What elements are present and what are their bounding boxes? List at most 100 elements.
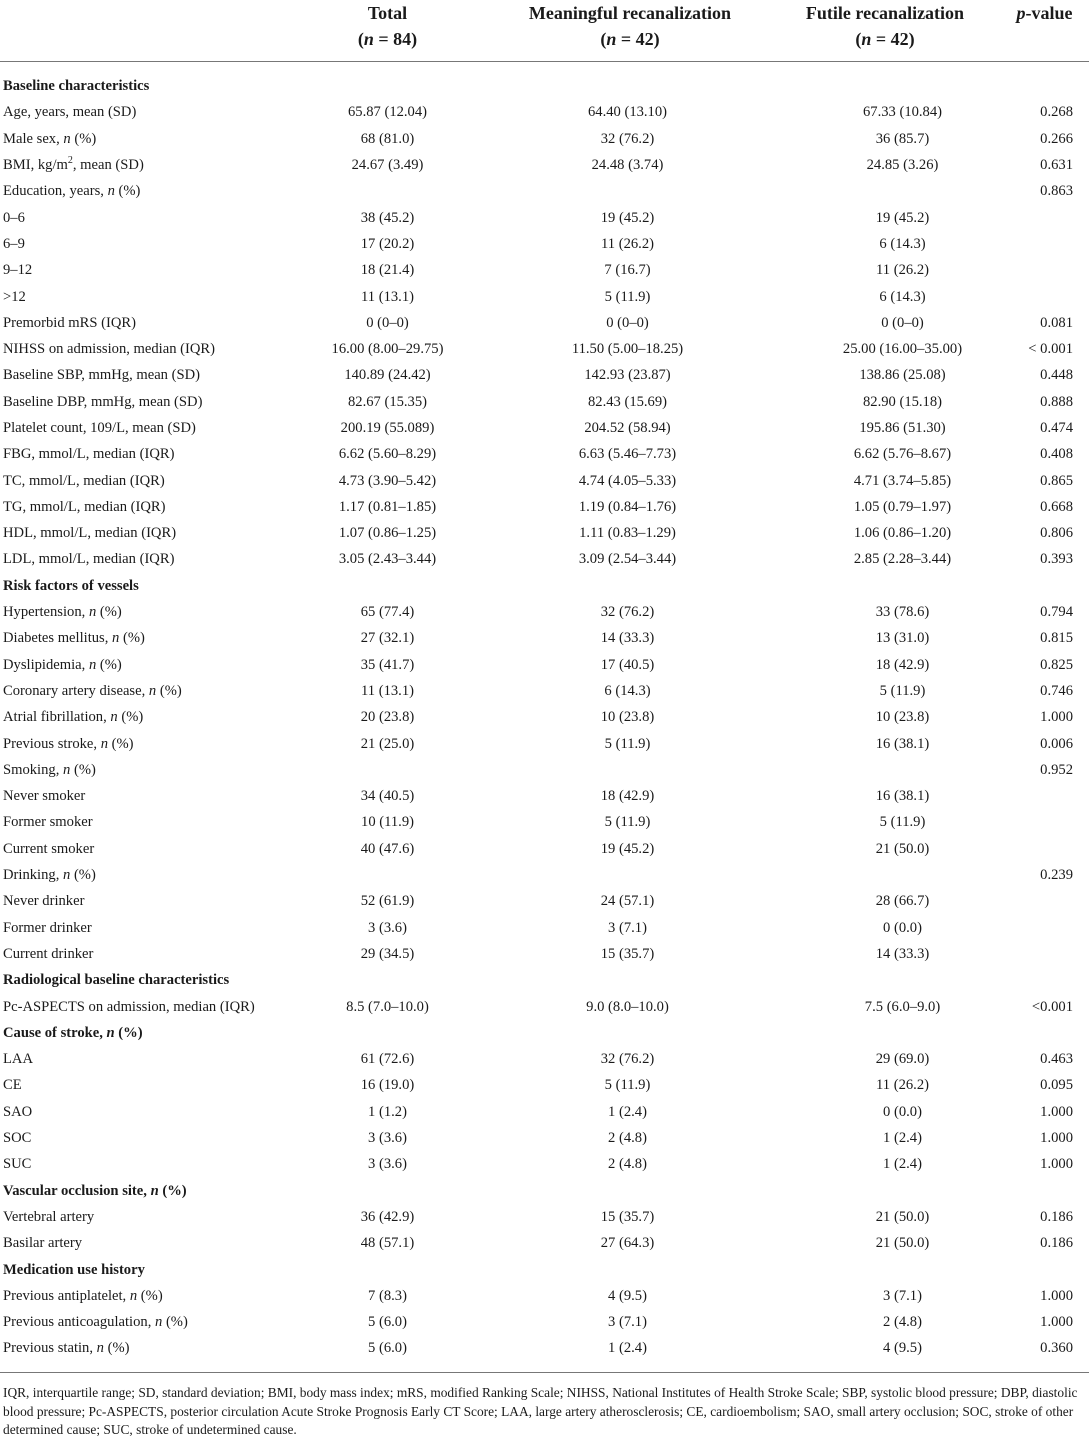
cell-meaningful: 64.40 (13.10) — [587, 104, 668, 121]
cell-meaningful: 2 (4.8) — [608, 1156, 647, 1173]
cell-futile: 0 (0–0) — [881, 314, 924, 331]
cell-meaningful: 4.74 (4.05–5.33) — [578, 472, 677, 489]
cell-meaningful: 15 (35.7) — [600, 945, 655, 962]
cell-meaningful: 2 (4.8) — [608, 1130, 647, 1147]
bottom-rule — [0, 1372, 1089, 1373]
cell-total: 4.73 (3.90–5.42) — [338, 472, 437, 489]
cell-meaningful: 1 (2.4) — [608, 1340, 647, 1357]
row-label: Pc-ASPECTS on admission, median (IQR) — [3, 998, 255, 1015]
row-label: Previous antiplatelet, n (%) — [3, 1287, 163, 1304]
cell-futile — [780, 73, 1025, 99]
cell-meaningful: 5 (11.9) — [604, 1077, 651, 1094]
cell-meaningful — [475, 1020, 780, 1046]
cell-total: 0 (0–0) — [366, 314, 409, 331]
cell-total: 18 (21.4) — [360, 262, 415, 279]
cell-total: 3.05 (2.43–3.44) — [338, 551, 437, 568]
cell-p-value: 0.806 — [1040, 525, 1073, 542]
cell-futile: 36 (85.7) — [875, 130, 930, 147]
cell-p-value: < 0.001 — [1028, 341, 1073, 358]
table-row: TG, mmol/L, median (IQR) 1.17 (0.81–1.85)… — [0, 494, 1089, 520]
cell-p-value — [1025, 967, 1089, 993]
table-row: SUC 3 (3.6) 2 (4.8) 1 (2.4) 1.000 — [0, 1151, 1089, 1177]
table-row: Education, years, n (%) 0.863 — [0, 178, 1089, 204]
cell-futile: 0 (0.0) — [883, 919, 922, 936]
cell-p-value: 0.393 — [1040, 551, 1073, 568]
table-row: Previous anticoagulation, n (%) 5 (6.0) 3 … — [0, 1309, 1089, 1335]
cell-meaningful: 6 (14.3) — [604, 682, 651, 699]
cell-p-value — [1025, 888, 1089, 914]
table-row: Baseline DBP, mmHg, mean (SD) 82.67 (15.3… — [0, 389, 1089, 415]
cell-total: 8.5 (7.0–10.0) — [346, 998, 429, 1015]
table-row: Former smoker 10 (11.9) 5 (11.9) 5 (11.9) — [0, 809, 1089, 835]
cell-p-value: 0.266 — [1040, 130, 1073, 147]
cell-total: 5 (6.0) — [368, 1340, 407, 1357]
column-header-meaningful: Meaningful recanalization (n = 42) — [480, 0, 780, 52]
table-row: Drinking, n (%) 0.239 — [0, 862, 1089, 888]
cell-total — [300, 1177, 475, 1203]
cell-p-value: 0.095 — [1040, 1077, 1073, 1094]
cell-total: 10 (11.9) — [361, 814, 414, 831]
table-row: CE 16 (19.0) 5 (11.9) 11 (26.2) 0.095 — [0, 1072, 1089, 1098]
row-label: TC, mmol/L, median (IQR) — [3, 472, 165, 489]
row-label: Previous statin, n (%) — [3, 1340, 130, 1357]
row-label: Medication use history — [3, 1261, 145, 1278]
cell-futile: 1.05 (0.79–1.97) — [853, 498, 952, 515]
row-label: Hypertension, n (%) — [3, 604, 122, 621]
table-row: Current smoker 40 (47.6) 19 (45.2) 21 (50.0… — [0, 836, 1089, 862]
section-row: Cause of stroke, n (%) — [0, 1020, 1089, 1046]
cell-p-value: 0.746 — [1040, 682, 1073, 699]
cell-meaningful: 11 (26.2) — [601, 235, 654, 252]
cell-total — [300, 1256, 475, 1282]
cell-futile — [780, 862, 1025, 888]
table-row: Coronary artery disease, n (%) 11 (13.1) 6… — [0, 678, 1089, 704]
table-header: Total (n = 84) Meaningful recanalization… — [0, 0, 1089, 66]
table-row: Former drinker 3 (3.6) 3 (7.1) 0 (0.0) — [0, 915, 1089, 941]
row-label: Current smoker — [3, 840, 95, 857]
cell-p-value: 0.631 — [1040, 157, 1073, 174]
cell-meaningful: 1.19 (0.84–1.76) — [578, 498, 677, 515]
column-n: (n = 42) — [600, 29, 660, 49]
cell-total: 40 (47.6) — [360, 840, 415, 857]
cell-total: 34 (40.5) — [360, 788, 415, 805]
table-row: BMI, kg/m2, mean (SD) 24.67 (3.49) 24.48 (… — [0, 152, 1089, 178]
cell-total: 5 (6.0) — [368, 1314, 407, 1331]
cell-p-value: 1.000 — [1040, 1314, 1073, 1331]
table-footnote: IQR, interquartile range; SD, standard d… — [3, 1385, 1078, 1437]
cell-p-value — [1025, 1020, 1089, 1046]
cell-p-value — [1025, 809, 1089, 835]
column-header-total: Total (n = 84) — [300, 0, 475, 52]
table-row: >12 11 (13.1) 5 (11.9) 6 (14.3) — [0, 283, 1089, 309]
table-row: Atrial fibrillation, n (%) 20 (23.8) 10 (2… — [0, 704, 1089, 730]
cell-p-value: 1.000 — [1040, 709, 1073, 726]
cell-meaningful: 1 (2.4) — [608, 1103, 647, 1120]
row-label: Premorbid mRS (IQR) — [3, 314, 136, 331]
row-label: 0–6 — [3, 209, 25, 226]
data-table: Baseline characteristics Age, years, mean… — [0, 73, 1089, 1362]
row-label: 9–12 — [3, 262, 33, 279]
cell-p-value: 0.360 — [1040, 1340, 1073, 1357]
cell-futile: 11 (26.2) — [876, 1077, 929, 1094]
table-row: 0–6 38 (45.2) 19 (45.2) 19 (45.2) — [0, 204, 1089, 230]
cell-total: 82.67 (15.35) — [347, 393, 428, 410]
row-label: SUC — [3, 1156, 32, 1173]
cell-total: 24.67 (3.49) — [351, 157, 424, 174]
cell-futile — [780, 1177, 1025, 1203]
cell-futile: 18 (42.9) — [875, 656, 930, 673]
cell-futile: 19 (45.2) — [875, 209, 930, 226]
cell-p-value: 0.863 — [1040, 183, 1073, 200]
table-row: Pc-ASPECTS on admission, median (IQR) 8.5… — [0, 993, 1089, 1019]
cell-futile: 7.5 (6.0–9.0) — [864, 998, 941, 1015]
table-row: Premorbid mRS (IQR) 0 (0–0) 0 (0–0) 0 (0–0)… — [0, 310, 1089, 336]
table-row: SAO 1 (1.2) 1 (2.4) 0 (0.0) 1.000 — [0, 1099, 1089, 1125]
cell-p-value: 0.186 — [1040, 1235, 1073, 1252]
cell-p-value: <0.001 — [1031, 998, 1073, 1015]
cell-meaningful: 24 (57.1) — [600, 893, 655, 910]
cell-total: 6.62 (5.60–8.29) — [338, 446, 437, 463]
row-label: SOC — [3, 1130, 32, 1147]
table-row: Smoking, n (%) 0.952 — [0, 757, 1089, 783]
cell-futile: 4 (9.5) — [883, 1340, 922, 1357]
cell-p-value — [1025, 73, 1089, 99]
row-label: NIHSS on admission, median (IQR) — [3, 341, 216, 358]
cell-total: 52 (61.9) — [360, 893, 415, 910]
row-label: Age, years, mean (SD) — [3, 104, 137, 121]
